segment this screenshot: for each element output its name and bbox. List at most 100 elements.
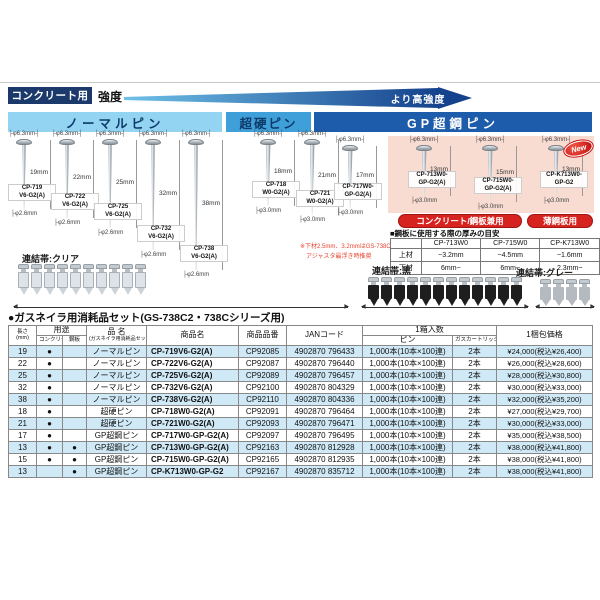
cell-usage-steel (62, 380, 87, 394)
cell-jan-code: 4902870 804329 (286, 380, 363, 394)
strip-pin (472, 277, 483, 306)
pin-shaft (194, 145, 198, 270)
pin-shaft-dia: ├φ2.6mm (96, 230, 124, 236)
cell-cartridge-count: 2本 (451, 404, 498, 418)
cell-pin-count: 1,000本(10本×100連) (362, 428, 453, 442)
pin-length-dim-line (338, 140, 339, 215)
product-row: 22 ● ノーマルピン CP-722V6-G2(A) CP92087 4902870 79… (8, 356, 594, 370)
adjuster-note-line2: アジャスタ最浮き時推奨 (306, 253, 372, 260)
strip-dimension-arrow (361, 303, 529, 310)
band-label-gray: 連結帯:グレー (516, 268, 573, 278)
cell-length: 25 (8, 368, 37, 382)
cell-price: ¥26,000(税込¥28,600) (496, 356, 594, 370)
strip-pin (407, 277, 418, 306)
collation-strip-clear (18, 264, 146, 295)
cell-item-number: CP92091 (238, 404, 287, 418)
thickness-row-label: 上材 (390, 248, 422, 262)
cell-length: 22 (8, 356, 37, 370)
pin-shaft-dia: ├φ2.6mm (53, 220, 81, 226)
cell-length: 13 (8, 440, 37, 454)
pin-length-label: 13mm (561, 166, 580, 173)
pin-length-label: 18mm (273, 168, 292, 175)
product-row: 17 ● GP超鋼ピン CP-717W0-GP-G2(A) CP92097 4902870… (8, 428, 594, 442)
strip-pin (498, 277, 509, 306)
pin-head-dia: ├φ6.3mm┤ (334, 137, 366, 143)
cell-name: ノーマルピン (86, 368, 147, 382)
cell-name: GP超鋼ピン (86, 440, 147, 454)
cell-product-code: CP-722V6-G2(A) (146, 356, 239, 370)
pin-model-label: CP-732 V6-G2(A) (137, 225, 185, 242)
cell-usage-concrete: ● (36, 440, 63, 454)
cell-pin-count: 1,000本(10本×100連) (362, 416, 453, 430)
cell-length: 18 (8, 404, 37, 418)
strip-dimension-arrow (13, 303, 349, 310)
cell-length: 19 (8, 344, 37, 358)
cell-pin-count: 1,000本(10本×100連) (362, 440, 453, 454)
cell-jan-code: 4902870 796471 (286, 416, 363, 430)
cell-name: ノーマルピン (86, 356, 147, 370)
thickness-value: 2.3mm~ (539, 261, 600, 275)
section-header-normal-pin: ノーマルピン (8, 112, 222, 132)
cell-jan-code: 4902870 796457 (286, 368, 363, 382)
pin-model-label: CP-K713W0- GP-G2 (540, 171, 588, 188)
cell-pin-count: 1,000本(10本×100連) (362, 392, 453, 406)
cell-cartridge-count: 2本 (451, 416, 498, 430)
product-row: 21 ● 超硬ピン CP-721W0-G2(A) CP92093 4902870 7964… (8, 416, 594, 430)
cell-name: ノーマルピン (86, 392, 147, 406)
cell-name: ノーマルピン (86, 380, 147, 394)
cell-product-code: CP-732V6-G2(A) (146, 380, 239, 394)
pin-model-label: CP-713W0- GP-G2(A) (408, 171, 456, 188)
cell-product-code: CP-717W0-GP-G2(A) (146, 428, 239, 442)
pin-model-label: CP-725 V6-G2(A) (94, 203, 142, 220)
pin-shaft (309, 145, 315, 215)
cell-length: 21 (8, 416, 37, 430)
pin-head-dia: ├φ6.3mm┤ (474, 137, 506, 143)
pin-model-label: CP-717W0- GP-G2(A) (334, 183, 382, 200)
thickness-col-header: CP-K713W0 (539, 238, 600, 249)
thickness-value: 6mm~ (420, 261, 482, 275)
cell-item-number: CP92167 (238, 464, 287, 478)
header-price: 1梱包価格 (496, 325, 594, 346)
cell-jan-code: 4902870 835712 (286, 464, 363, 478)
pin-length-label: 21mm (317, 172, 336, 179)
section-header-carbide-pin: 超硬ピン (226, 112, 311, 132)
pin-shaft-dia: ├φ3.0mm (298, 217, 326, 223)
cell-item-number: CP92110 (238, 392, 287, 406)
pin-length-dim-line (93, 140, 94, 218)
cell-pin-count: 1,000本(10本×100連) (362, 344, 453, 358)
strip-pin (579, 279, 590, 306)
cell-length: 17 (8, 428, 37, 442)
cell-usage-steel (62, 356, 87, 370)
product-row: 25 ● ノーマルピン CP-725V6-G2(A) CP92089 4902870 79… (8, 368, 594, 382)
cell-usage-steel (62, 404, 87, 418)
header-usage-steel: 鋼板 (62, 334, 87, 346)
pin-head (482, 145, 498, 151)
header-box-cartridge: ガスカートリッジ (451, 334, 498, 346)
cell-item-number: CP92087 (238, 356, 287, 370)
thickness-value: ~3.2mm (420, 248, 482, 262)
pin-head (548, 145, 564, 151)
pin-shaft-dia: ├φ2.6mm (10, 211, 38, 217)
cell-name: 超硬ピン (86, 416, 147, 430)
pin-shaft (347, 151, 353, 208)
pin-head-dia: ├φ6.3mm┤ (8, 131, 40, 137)
pin-head (416, 145, 432, 151)
cell-usage-concrete: ● (36, 416, 63, 430)
cell-product-code: CP-718W0-G2(A) (146, 404, 239, 418)
strength-arrow (124, 87, 472, 109)
cell-jan-code: 4902870 796464 (286, 404, 363, 418)
strip-dimension-arrow (535, 303, 595, 310)
cell-usage-steel (62, 368, 87, 382)
pin-shaft (108, 145, 112, 228)
cell-item-number: CP92165 (238, 452, 287, 466)
cell-jan-code: 4902870 796440 (286, 356, 363, 370)
cell-usage-concrete: ● (36, 380, 63, 394)
pin-model-label: CP-722 V6-G2(A) (51, 193, 99, 210)
pin-length-label: 17mm (355, 172, 374, 179)
thickness-col-header: CP-713W0 (420, 238, 482, 249)
cell-product-code: CP-715W0-GP-G2(A) (146, 452, 239, 466)
cell-product-code: CP-719V6-G2(A) (146, 344, 239, 358)
pin-length-dim-line (516, 146, 517, 202)
cell-jan-code: 4902870 796433 (286, 344, 363, 358)
pin-length-dim-line (179, 140, 180, 250)
